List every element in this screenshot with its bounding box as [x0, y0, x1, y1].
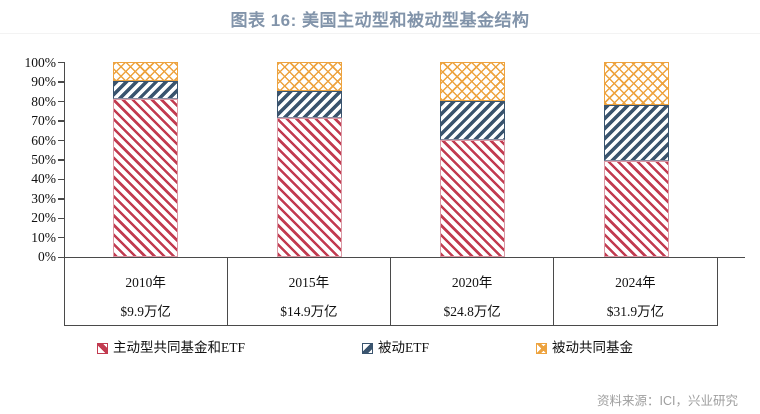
y-axis-tick: [57, 256, 64, 258]
category-total-label: $24.8万亿: [443, 304, 501, 319]
y-axis-tick: [57, 198, 64, 200]
title-divider: [0, 33, 760, 34]
legend-item-passive-etf: 被动ETF: [362, 341, 429, 355]
bar-segment-active-fund: [603, 161, 669, 257]
y-axis-tick-label: 90%: [31, 74, 56, 90]
bar-segment-passive-etf: [440, 100, 505, 140]
bar-segment-active-fund: [113, 98, 178, 257]
category-total-label: $31.9万亿: [606, 304, 665, 319]
category-cell: 2020年 $24.8万亿: [391, 258, 555, 325]
bar-segment-passive-etf: [276, 91, 342, 119]
active-fund-swatch-icon: [97, 342, 108, 354]
legend-label-passive-mf: 被动共同基金: [552, 340, 633, 355]
stacked-bar-2015年: [276, 62, 342, 257]
bar-segment-passive-etf: [603, 104, 669, 162]
y-axis-tick-label: 20%: [31, 210, 56, 226]
legend-item-passive-mf: 被动共同基金: [536, 341, 633, 355]
category-total-label: $14.9万亿: [280, 304, 338, 319]
y-axis-tick: [57, 120, 64, 122]
category-cell: 2015年 $14.9万亿: [228, 258, 391, 325]
legend-item-active: 主动型共同基金和ETF: [97, 341, 245, 355]
legend-label-active: 主动型共同基金和ETF: [113, 340, 246, 355]
y-axis-tick-label: 50%: [31, 151, 56, 167]
category-total-label: $9.9万亿: [120, 304, 171, 319]
category-year-label: 2024年: [615, 275, 656, 290]
y-axis-tick: [57, 62, 64, 64]
category-year-label: 2010年: [125, 275, 166, 290]
chart-title: 图表 16: 美国主动型和被动型基金结构: [230, 11, 530, 30]
source-note: 资料来源：ICI，兴业研究: [597, 394, 738, 408]
bar-segment-passive-mf: [113, 62, 178, 82]
category-cell: 2024年 $31.9万亿: [554, 258, 718, 325]
bar-segment-passive-etf: [113, 81, 178, 99]
y-axis-tick: [57, 237, 64, 239]
y-axis-tick: [57, 159, 64, 161]
y-axis-line: [63, 62, 65, 258]
legend-label-passive-etf: 被动ETF: [378, 340, 430, 355]
y-axis-tick-label: 40%: [31, 171, 56, 187]
bar-segment-active-fund: [440, 139, 505, 257]
y-axis-tick: [57, 100, 64, 103]
bar-segment-passive-mf: [603, 62, 669, 105]
passive-etf-swatch-icon: [362, 342, 373, 354]
y-axis-tick-label: 70%: [31, 113, 56, 129]
stacked-bar-2024年: [603, 62, 669, 257]
y-axis-tick: [57, 178, 64, 181]
y-axis-tick-label: 0%: [38, 249, 56, 265]
bar-segment-passive-mf: [440, 62, 505, 101]
category-year-label: 2015年: [288, 275, 330, 290]
y-axis-tick-label: 60%: [31, 132, 56, 148]
category-cell: 2010年 $9.9万亿: [65, 258, 228, 325]
y-axis-tick-label: 100%: [24, 54, 57, 70]
legend: 主动型共同基金和ETF 被动ETF 被动共同基金: [0, 341, 760, 361]
y-axis-tick: [57, 217, 64, 219]
y-axis-tick: [57, 139, 64, 142]
bar-segment-active-fund: [276, 118, 342, 257]
y-axis-tick-label: 30%: [31, 190, 56, 206]
x-axis-line: [63, 256, 745, 258]
y-axis-tick-label: 80%: [31, 93, 56, 109]
category-year-label: 2020年: [451, 275, 493, 290]
plot-area: [0, 61, 760, 257]
bar-segment-passive-mf: [276, 62, 342, 92]
y-axis-tick-label: 10%: [31, 229, 56, 245]
y-axis-tick: [57, 81, 64, 83]
category-table: 2010年 $9.9万亿 2015年 $14.9万亿 2020年 $24.8万亿 2024年…: [63, 258, 718, 326]
passive-mf-swatch-icon: [536, 342, 547, 354]
stacked-bar-2010年: [113, 62, 178, 257]
stacked-bar-2020年: [440, 62, 505, 257]
